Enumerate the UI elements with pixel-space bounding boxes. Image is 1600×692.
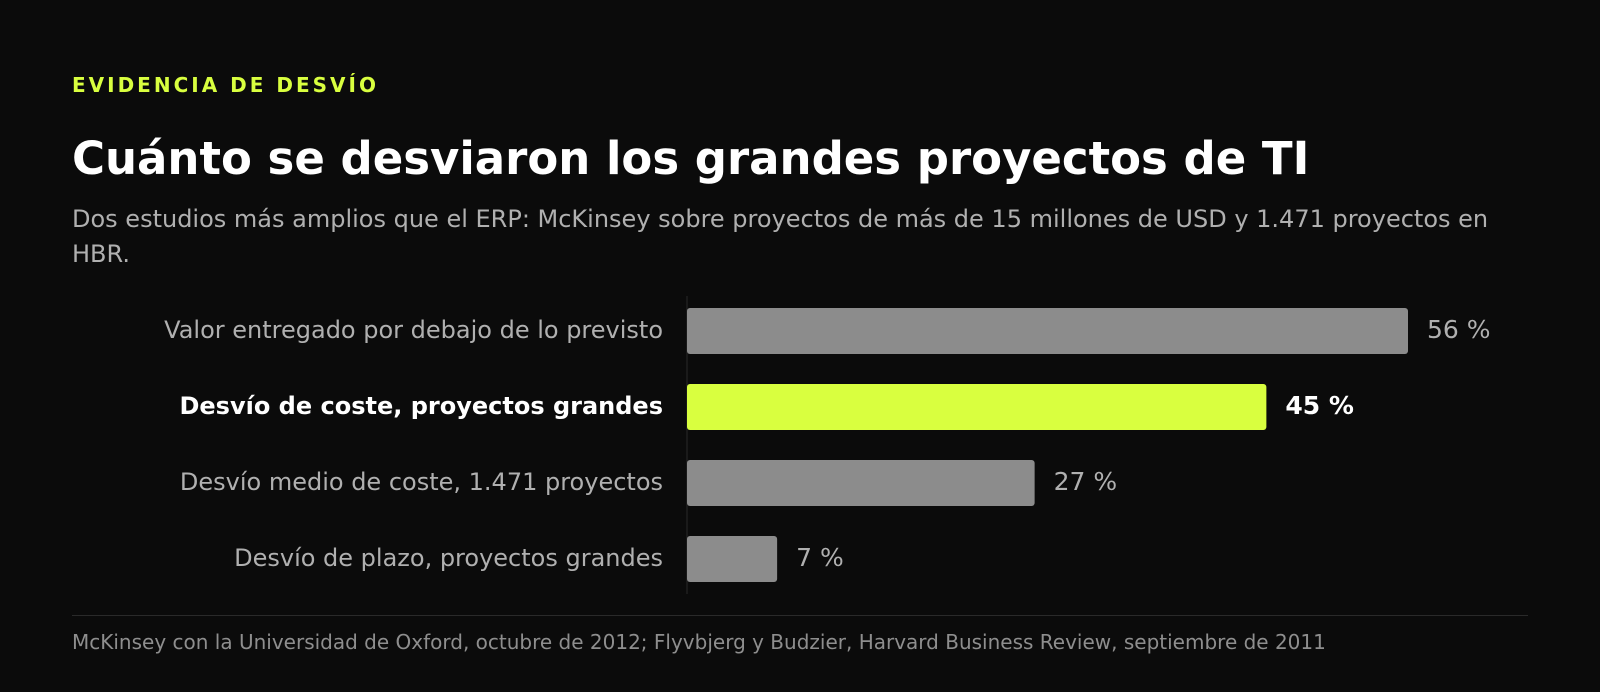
footer-divider xyxy=(72,615,1528,616)
bar xyxy=(687,460,1035,506)
category-label: Desvío de coste, proyectos grandes xyxy=(179,392,663,420)
value-label: 45 % xyxy=(1285,391,1354,420)
source-note: McKinsey con la Universidad de Oxford, o… xyxy=(72,630,1326,654)
chart-title: Cuánto se desviaron los grandes proyecto… xyxy=(72,132,1310,185)
category-label: Desvío medio de coste, 1.471 proyectos xyxy=(180,468,663,496)
value-label: 7 % xyxy=(796,543,844,572)
value-label: 56 % xyxy=(1427,315,1491,344)
value-label: 27 % xyxy=(1054,467,1118,496)
eyebrow-label: EVIDENCIA DE DESVÍO xyxy=(72,73,379,97)
chart-subtitle: Dos estudios más amplios que el ERP: McK… xyxy=(72,205,1489,268)
bar xyxy=(687,384,1267,430)
category-label: Desvío de plazo, proyectos grandes xyxy=(234,544,663,572)
bar xyxy=(687,536,778,582)
bar xyxy=(687,308,1408,354)
category-label: Valor entregado por debajo de lo previst… xyxy=(164,316,663,344)
